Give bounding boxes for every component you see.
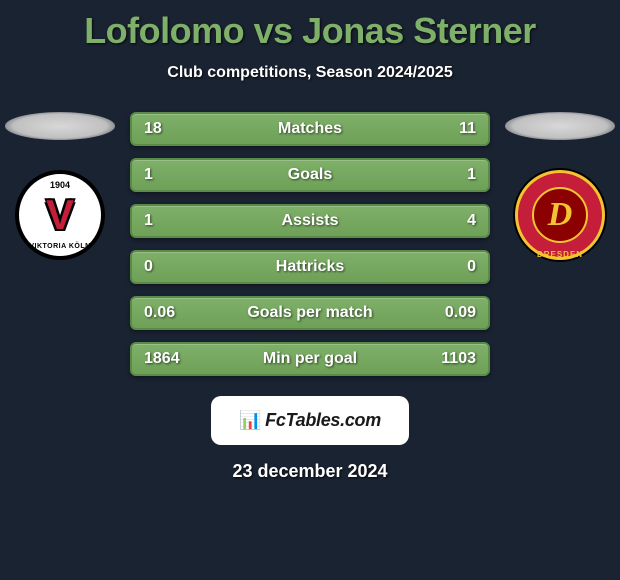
badge-letter: D <box>548 196 573 234</box>
badge-inner-circle: D DRESDEN <box>532 187 588 243</box>
brand-name: FcTables.com <box>265 410 381 430</box>
stat-right-value: 0 <box>467 258 476 276</box>
stat-label: Goals per match <box>247 304 372 322</box>
stat-row: 0.06 Goals per match 0.09 <box>130 296 490 330</box>
subtitle: Club competitions, Season 2024/2025 <box>0 64 620 82</box>
chart-icon: 📊 <box>239 410 261 430</box>
stat-left-value: 1864 <box>144 350 180 368</box>
badge-year: 1904 <box>50 180 70 190</box>
stat-right-value: 11 <box>459 120 476 138</box>
comparison-card: Lofolomo vs Jonas Sterner Club competiti… <box>0 0 620 482</box>
stat-left-value: 0 <box>144 258 153 276</box>
stat-label: Goals <box>288 166 332 184</box>
main-row: 1904 V VIKTORIA KÖLN 18 Matches 11 1 Goa… <box>0 112 620 388</box>
stat-left-value: 18 <box>144 120 162 138</box>
footer: 📊FcTables.com 23 december 2024 <box>0 396 620 482</box>
stat-label: Hattricks <box>276 258 344 276</box>
brand-badge: 📊FcTables.com <box>211 396 409 445</box>
right-player-column: D DRESDEN <box>500 112 620 260</box>
left-club-badge: 1904 V VIKTORIA KÖLN <box>15 170 105 260</box>
stat-left-value: 0.06 <box>144 304 175 322</box>
stat-right-value: 1 <box>467 166 476 184</box>
stat-left-value: 1 <box>144 212 153 230</box>
badge-letter: V <box>46 191 74 239</box>
stat-label: Min per goal <box>263 350 357 368</box>
stat-label: Matches <box>278 120 342 138</box>
stat-label: Assists <box>282 212 339 230</box>
badge-club-name: DRESDEN <box>537 250 583 259</box>
stat-right-value: 4 <box>467 212 476 230</box>
player-silhouette-shadow <box>5 112 115 140</box>
stat-row: 0 Hattricks 0 <box>130 250 490 284</box>
stat-right-value: 0.09 <box>445 304 476 322</box>
date-label: 23 december 2024 <box>0 461 620 482</box>
stat-left-value: 1 <box>144 166 153 184</box>
badge-club-name: VIKTORIA KÖLN <box>29 243 90 250</box>
page-title: Lofolomo vs Jonas Sterner <box>0 10 620 52</box>
stat-row: 1 Assists 4 <box>130 204 490 238</box>
stat-right-value: 1103 <box>441 350 476 368</box>
stat-row: 18 Matches 11 <box>130 112 490 146</box>
player-silhouette-shadow <box>505 112 615 140</box>
stat-row: 1864 Min per goal 1103 <box>130 342 490 376</box>
right-club-badge: D DRESDEN <box>515 170 605 260</box>
left-player-column: 1904 V VIKTORIA KÖLN <box>0 112 120 260</box>
stat-row: 1 Goals 1 <box>130 158 490 192</box>
stats-column: 18 Matches 11 1 Goals 1 1 Assists 4 0 Ha… <box>120 112 500 388</box>
